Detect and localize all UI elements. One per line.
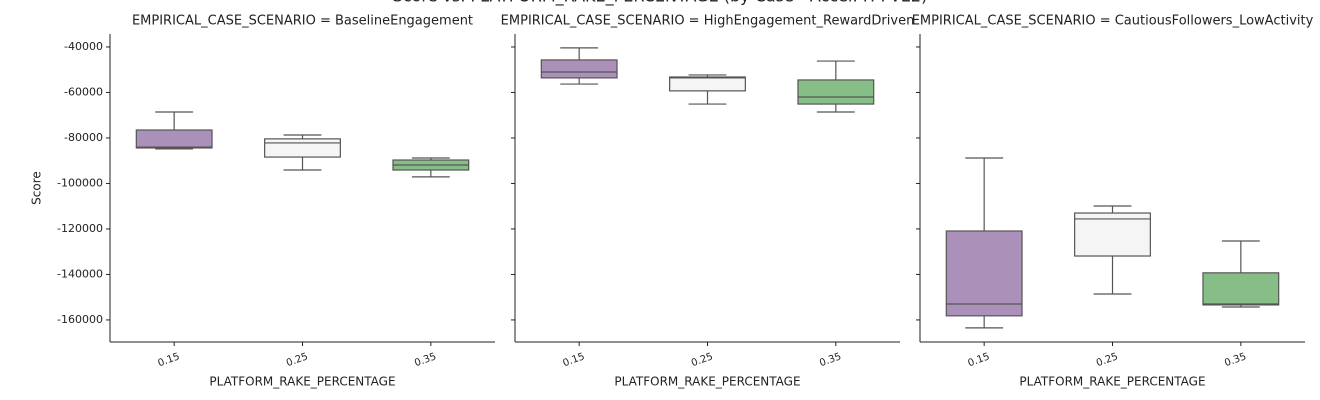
x-tick-label: 0.35 bbox=[1223, 351, 1248, 369]
box bbox=[1202, 272, 1280, 306]
x-tick-label: 0.25 bbox=[285, 351, 310, 369]
box bbox=[1074, 212, 1151, 257]
box bbox=[135, 129, 213, 149]
x-tick-label: 0.15 bbox=[967, 351, 992, 369]
x-axis-label: PLATFORM_RAKE_PERCENTAGE bbox=[614, 375, 800, 389]
x-axis-label: PLATFORM_RAKE_PERCENTAGE bbox=[1019, 375, 1205, 389]
y-tick-label: -120000 bbox=[57, 222, 103, 235]
x-tick-label: 0.25 bbox=[1095, 351, 1120, 369]
box bbox=[264, 138, 341, 158]
y-tick-label: -100000 bbox=[57, 176, 103, 189]
y-tick-label: -60000 bbox=[64, 85, 103, 98]
y-tick-label: -80000 bbox=[64, 131, 103, 144]
x-tick-label: 0.15 bbox=[157, 351, 182, 369]
box bbox=[945, 230, 1023, 317]
x-tick-label: 0.15 bbox=[562, 351, 587, 369]
panel-title: EMPIRICAL_CASE_SCENARIO = HighEngagement… bbox=[501, 14, 915, 29]
box bbox=[797, 79, 875, 105]
x-axis-label: PLATFORM_RAKE_PERCENTAGE bbox=[209, 375, 395, 389]
x-tick-label: 0.35 bbox=[413, 351, 438, 369]
panel-title: EMPIRICAL_CASE_SCENARIO = BaselineEngage… bbox=[132, 14, 473, 29]
y-tick-label: -40000 bbox=[64, 40, 103, 53]
y-axis-label: Score bbox=[30, 171, 44, 205]
y-tick-label: -140000 bbox=[57, 267, 103, 280]
box bbox=[540, 59, 618, 79]
panel-title: EMPIRICAL_CASE_SCENARIO = CautiousFollow… bbox=[912, 14, 1314, 29]
x-tick-label: 0.35 bbox=[818, 351, 843, 369]
box bbox=[669, 76, 746, 92]
x-tick-label: 0.25 bbox=[690, 351, 715, 369]
y-tick-label: -160000 bbox=[57, 313, 103, 326]
figure-title: Score vs. PLATFORM_RAKE_PERCENTAGE (by C… bbox=[393, 0, 928, 7]
